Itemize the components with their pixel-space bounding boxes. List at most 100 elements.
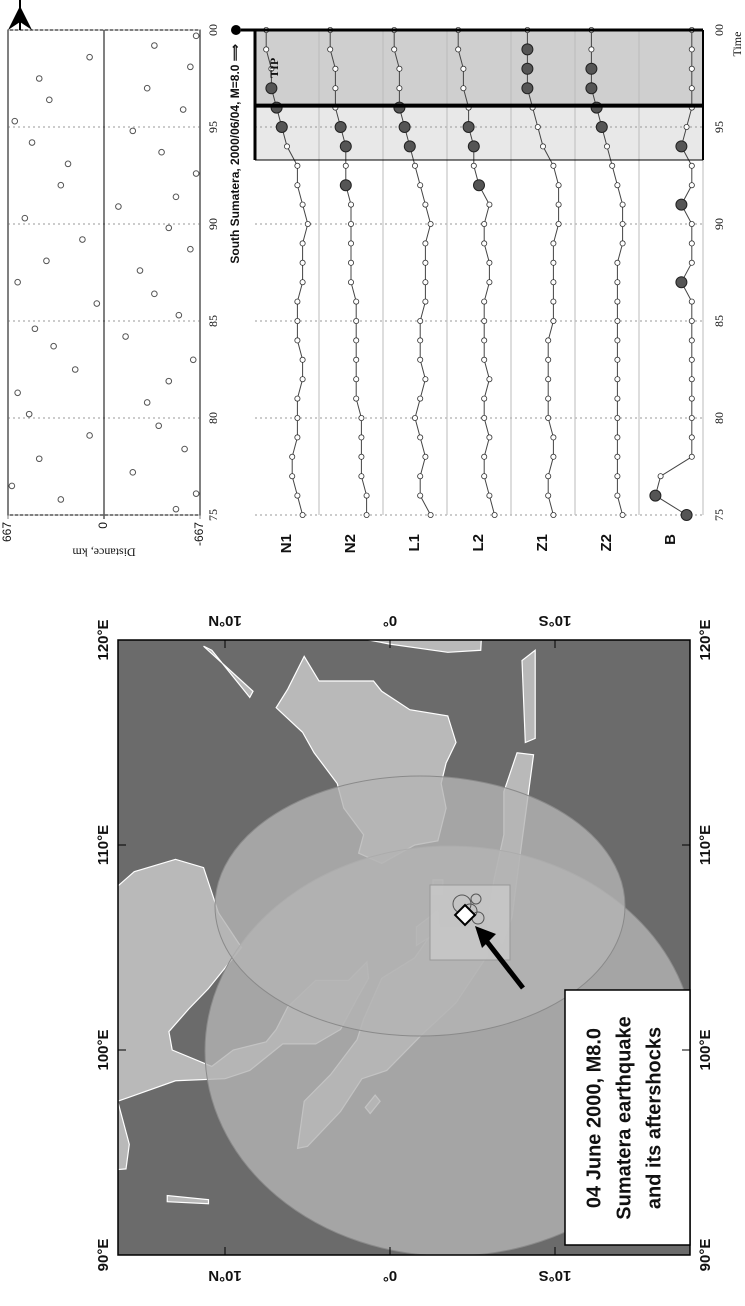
event <box>193 33 199 39</box>
highlight-point <box>650 490 661 501</box>
series-label: N2 <box>342 534 359 553</box>
series-point <box>551 280 556 285</box>
event <box>15 279 21 285</box>
series-point <box>620 512 625 517</box>
event <box>166 378 172 384</box>
series-point <box>354 396 359 401</box>
series-point <box>333 86 338 91</box>
event <box>166 225 172 231</box>
event <box>15 390 21 396</box>
highlight-point <box>676 277 687 288</box>
series-point <box>343 163 348 168</box>
series-point <box>412 415 417 420</box>
series-point <box>689 357 694 362</box>
event <box>12 118 18 124</box>
series-point <box>300 357 305 362</box>
series-point <box>461 86 466 91</box>
series-point <box>556 202 561 207</box>
series-point <box>546 357 551 362</box>
series-point <box>551 512 556 517</box>
series-point <box>482 338 487 343</box>
series-point <box>487 493 492 498</box>
series-point <box>482 318 487 323</box>
lon-label: 90°E <box>697 1239 714 1272</box>
series-point <box>456 47 461 52</box>
event <box>173 194 179 200</box>
series-point <box>348 260 353 265</box>
series-point <box>328 47 333 52</box>
event <box>188 246 194 252</box>
lon-label: 110°E <box>95 825 112 865</box>
lon-label: 120°E <box>697 619 714 660</box>
event <box>190 357 196 363</box>
x-tick-label: 95 <box>712 121 726 133</box>
series-point <box>359 435 364 440</box>
series-point <box>482 221 487 226</box>
highlight-point <box>340 180 351 191</box>
series-point <box>610 163 615 168</box>
series-point <box>551 163 556 168</box>
highlight-point <box>522 83 533 94</box>
series-point <box>615 377 620 382</box>
series-point <box>615 318 620 323</box>
series-point <box>615 280 620 285</box>
series-point <box>492 512 497 517</box>
series-point <box>620 202 625 207</box>
series-point <box>300 260 305 265</box>
event <box>65 161 71 167</box>
series-point <box>482 415 487 420</box>
series-point <box>615 454 620 459</box>
series-point <box>300 512 305 517</box>
series-point <box>471 163 476 168</box>
event <box>116 204 122 210</box>
series-point <box>295 318 300 323</box>
series-point <box>689 183 694 188</box>
series-point <box>615 338 620 343</box>
event <box>58 497 64 503</box>
series-point <box>546 415 551 420</box>
event <box>22 215 28 221</box>
highlight-point <box>522 63 533 74</box>
series-point <box>423 260 428 265</box>
series-point <box>392 47 397 52</box>
series-point <box>482 241 487 246</box>
event <box>36 456 42 462</box>
highlight-point <box>676 199 687 210</box>
series-point <box>295 415 300 420</box>
series-point <box>689 221 694 226</box>
series-point <box>423 202 428 207</box>
series-point <box>487 435 492 440</box>
event <box>152 291 158 297</box>
circle-zone <box>215 776 625 1036</box>
series-point <box>418 357 423 362</box>
x-tick-label: 85 <box>206 315 220 327</box>
series-point <box>418 493 423 498</box>
series-label: Z1 <box>534 534 551 552</box>
series-point <box>290 474 295 479</box>
x-tick-label: 00 <box>712 24 726 36</box>
lat-label: 10°S <box>539 612 572 629</box>
event <box>130 470 136 476</box>
tip-zone <box>255 30 703 106</box>
series-point <box>551 318 556 323</box>
event <box>159 149 165 155</box>
event <box>123 334 129 340</box>
series-point <box>487 377 492 382</box>
series-label: B <box>662 534 679 545</box>
series-point <box>482 454 487 459</box>
x-tick-label: 75 <box>206 509 220 521</box>
series-point <box>305 221 310 226</box>
event <box>87 54 93 60</box>
highlight-point <box>276 122 287 133</box>
series-label: L2 <box>470 534 487 552</box>
series-point <box>604 144 609 149</box>
series-point <box>333 66 338 71</box>
highlight-point <box>586 83 597 94</box>
series-point <box>615 415 620 420</box>
series-point <box>535 124 540 129</box>
series-point <box>295 338 300 343</box>
event <box>47 97 53 103</box>
series-point <box>589 47 594 52</box>
highlight-point <box>681 510 692 521</box>
series-point <box>418 338 423 343</box>
